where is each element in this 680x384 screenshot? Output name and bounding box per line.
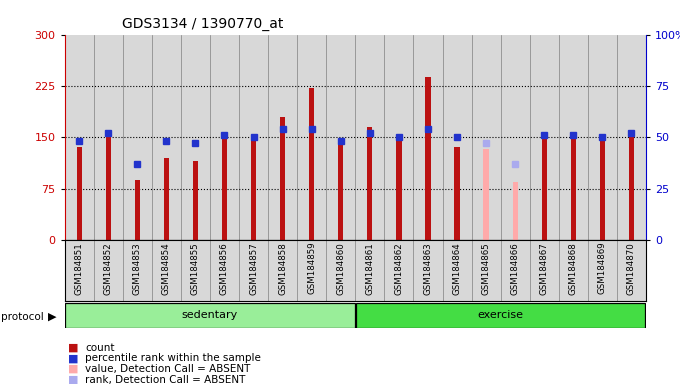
Text: GSM184864: GSM184864 [453,242,462,295]
Bar [454,147,460,240]
Bar [355,35,384,240]
Text: GSM184863: GSM184863 [424,242,432,295]
Bar [122,35,152,240]
Text: ■: ■ [68,353,78,363]
Bar [135,180,140,240]
Text: rank, Detection Call = ABSENT: rank, Detection Call = ABSENT [85,375,245,384]
Text: GSM184857: GSM184857 [249,242,258,295]
Text: GSM184860: GSM184860 [337,242,345,295]
Text: GSM184851: GSM184851 [75,242,84,295]
Bar [94,35,122,240]
Bar [500,35,530,240]
Bar [181,35,210,240]
Text: GSM184861: GSM184861 [365,242,374,295]
FancyBboxPatch shape [356,303,645,328]
Text: ■: ■ [68,364,78,374]
Text: GSM184858: GSM184858 [278,242,287,295]
Text: count: count [85,343,114,353]
Bar [239,35,268,240]
Text: GSM184870: GSM184870 [627,242,636,295]
Bar [617,35,646,240]
Text: GSM184854: GSM184854 [162,242,171,295]
Bar [338,142,343,240]
Bar [571,136,576,240]
Bar [600,136,605,240]
Bar [268,35,297,240]
FancyBboxPatch shape [65,303,355,328]
Text: GSM184867: GSM184867 [540,242,549,295]
Bar [472,35,500,240]
Bar [164,158,169,240]
Text: percentile rank within the sample: percentile rank within the sample [85,353,261,363]
Text: GSM184869: GSM184869 [598,242,607,295]
Bar [210,35,239,240]
Bar [222,135,227,240]
Bar [152,35,181,240]
Bar [193,161,198,240]
Bar [629,132,634,240]
Bar [530,35,559,240]
Bar [309,88,314,240]
Text: ■: ■ [68,343,78,353]
Bar [588,35,617,240]
Bar [367,127,373,240]
Text: GSM184868: GSM184868 [569,242,578,295]
Bar [251,137,256,240]
Bar [77,147,82,240]
Bar [326,35,355,240]
Bar [483,149,489,240]
Text: GSM184865: GSM184865 [481,242,490,295]
Bar [280,117,285,240]
Text: GSM184866: GSM184866 [511,242,520,295]
Text: GSM184862: GSM184862 [394,242,403,295]
Text: value, Detection Call = ABSENT: value, Detection Call = ABSENT [85,364,250,374]
Text: sedentary: sedentary [182,310,238,320]
Bar [384,35,413,240]
Text: GSM184852: GSM184852 [104,242,113,295]
Text: GSM184859: GSM184859 [307,242,316,295]
Bar [297,35,326,240]
Text: exercise: exercise [477,310,524,320]
Text: GSM184853: GSM184853 [133,242,141,295]
Text: GSM184855: GSM184855 [191,242,200,295]
Bar [513,182,517,240]
Bar [426,77,430,240]
Bar [559,35,588,240]
Bar [65,35,94,240]
Text: protocol: protocol [1,312,44,322]
Bar [413,35,443,240]
Text: GDS3134 / 1390770_at: GDS3134 / 1390770_at [122,17,284,31]
Text: ■: ■ [68,375,78,384]
Text: ▶: ▶ [48,312,56,322]
Bar [443,35,472,240]
Bar [396,137,401,240]
Bar [542,136,547,240]
Text: GSM184856: GSM184856 [220,242,229,295]
Bar [105,131,111,240]
